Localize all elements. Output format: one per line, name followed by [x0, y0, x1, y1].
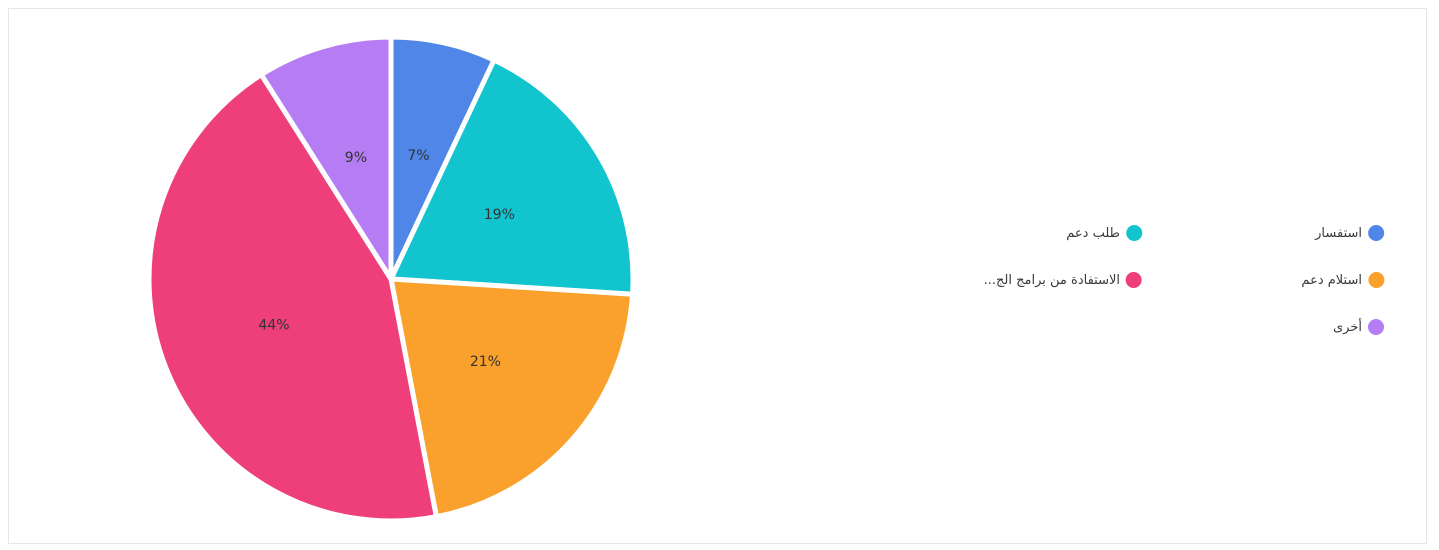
pie-slice-label-4: 9% [345, 150, 367, 166]
legend-dot-2 [1368, 272, 1384, 288]
legend-label-4: أخرى [1333, 319, 1362, 335]
legend-item-1[interactable]: طلب دعم [1066, 225, 1142, 241]
legend-item-3[interactable]: الاستفادة من برامج الج... [984, 272, 1142, 288]
legend-dot-1 [1126, 225, 1142, 241]
legend-dot-4 [1368, 319, 1384, 335]
legend-dot-0 [1368, 225, 1384, 241]
legend-item-0[interactable]: استفسار [1315, 225, 1384, 241]
legend-label-2: استلام دعم [1301, 272, 1362, 288]
pie-slice-4[interactable] [258, 34, 394, 282]
pie-slice-3[interactable] [146, 72, 439, 524]
pie-labels: 7% 19% 21% 44% 9% [258, 148, 514, 370]
legend-item-4[interactable]: أخرى [1333, 319, 1384, 335]
pie-slice-label-0: 7% [407, 148, 429, 164]
pie-slice-2[interactable] [388, 276, 636, 520]
pie-slice-1[interactable] [388, 57, 636, 297]
pie-slice-label-1: 19% [484, 207, 515, 223]
legend-label-3: الاستفادة من برامج الج... [983, 272, 1120, 288]
legend-item-2[interactable]: استلام دعم [1301, 272, 1384, 288]
legend-dot-3 [1126, 272, 1142, 288]
legend-label-1: طلب دعم [1066, 225, 1120, 241]
pie-slice-label-3: 44% [258, 317, 289, 333]
legend-label-0: استفسار [1315, 225, 1362, 241]
pie-slice-label-2: 21% [470, 354, 501, 370]
pie-slices [146, 34, 636, 524]
